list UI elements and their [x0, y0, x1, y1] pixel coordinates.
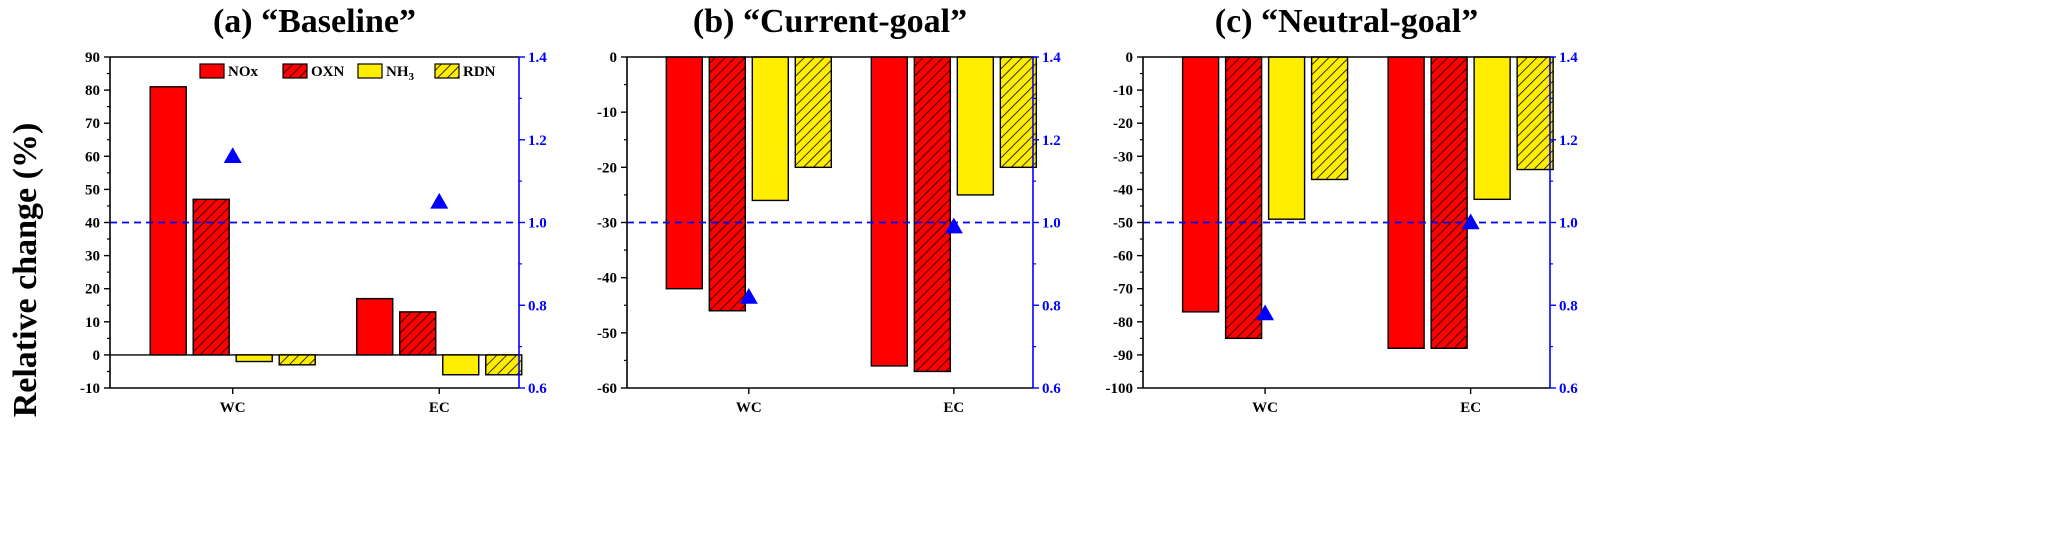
bar-oxn-ec: [1430, 56, 1468, 349]
panel-1: (b) “Current-goal” WC EC -60 -50 -40 -30 -20 -10…: [597, 3, 1061, 416]
y-tick-label: -40: [1113, 182, 1133, 198]
bar-rdn-ec: [485, 354, 523, 376]
legend-entry-oxn: OXN: [282, 63, 345, 80]
panels: (a) “Baseline”WC EC-100102030405060708090…: [80, 3, 1578, 416]
category-label: EC: [429, 400, 450, 416]
bar-oxn-ec: [913, 56, 952, 373]
bar-rdn-wc: [278, 354, 316, 366]
y-tick-label: -90: [1113, 348, 1133, 364]
category-label: WC: [1252, 400, 1278, 416]
bar-nh3-wc: [1267, 56, 1306, 220]
legend-entry-nh3: NH3: [357, 63, 415, 83]
y-tick-label: -50: [1113, 216, 1133, 232]
y-right-tick-label: 1.0: [528, 216, 547, 232]
y-tick-label: -70: [1113, 282, 1133, 298]
bar-nox-ec: [1387, 56, 1425, 349]
y-tick-label: 20: [85, 282, 100, 298]
bar-nox-wc: [149, 86, 187, 356]
ratio-marker: [1256, 304, 1275, 321]
bar-oxn-wc: [708, 56, 746, 312]
category-label: WC: [220, 400, 246, 416]
y-tick-label: 50: [85, 182, 100, 198]
bar-oxn-wc: [192, 198, 230, 356]
bar-rdn-wc: [1310, 56, 1349, 181]
y-tick-label: -40: [597, 271, 617, 287]
bar-nh3-ec: [442, 354, 480, 376]
y-tick-label: 30: [85, 249, 100, 265]
y-tick-label: 0: [93, 348, 101, 364]
bar-rdn-ec: [1516, 56, 1554, 171]
legend: NOx OXN NH3 RDN: [199, 63, 496, 83]
legend-label: OXN: [311, 64, 345, 80]
panel-title: (a) “Baseline”: [213, 3, 416, 40]
ratio-marker: [430, 192, 449, 209]
y-tick-label: 80: [85, 83, 100, 99]
y-right-tick-label: 0.8: [1559, 298, 1578, 314]
y-tick-label: 40: [85, 216, 100, 232]
y-tick-label: 0: [1126, 50, 1134, 66]
legend-entry-rdn: RDN: [434, 63, 496, 80]
y-tick-label: 10: [85, 315, 100, 331]
bar-rdn-wc: [794, 56, 832, 169]
panel-title: (c) “Neutral-goal”: [1215, 3, 1478, 40]
y-tick-label: -10: [1113, 83, 1133, 99]
y-right-tick-label: 1.0: [1559, 216, 1578, 232]
y-right-tick-label: 0.8: [528, 298, 547, 314]
legend-label: NH3: [386, 64, 415, 83]
bar-nox-wc: [1181, 56, 1220, 313]
y-tick-label: 0: [610, 50, 618, 66]
y-tick-label: -20: [597, 160, 617, 176]
bar-nh3-ec: [956, 56, 995, 196]
y-tick-label: -10: [597, 105, 617, 121]
y-axis-label: Relative change (%): [7, 123, 44, 418]
y-tick-label: -60: [1113, 249, 1133, 265]
legend-label: NOx: [228, 64, 259, 80]
panel-title: (b) “Current-goal”: [693, 3, 967, 40]
bar-nox-ec: [870, 56, 909, 367]
y-right-tick-label: 1.2: [1559, 133, 1578, 149]
y-right-tick-label: 1.4: [1559, 50, 1578, 66]
y-right-tick-label: 0.6: [1042, 381, 1061, 397]
ratio-marker: [944, 217, 963, 234]
y-tick-label: 70: [85, 116, 100, 132]
ratio-marker: [739, 287, 758, 304]
y-right-tick-label: 0.6: [528, 381, 547, 397]
ratio-marker: [223, 147, 242, 164]
y-tick-label: 60: [85, 149, 100, 165]
ratio-marker: [1461, 213, 1480, 230]
y-right-tick-label: 1.0: [1042, 216, 1061, 232]
legend-label-subscript: 3: [409, 71, 415, 83]
legend-label: RDN: [463, 64, 496, 80]
bar-nh3-wc: [751, 56, 789, 202]
category-label: EC: [943, 400, 964, 416]
y-tick-label: -20: [1113, 116, 1133, 132]
y-tick-label: -30: [597, 216, 617, 232]
bar-nox-wc: [665, 56, 703, 290]
bar-nox-ec: [356, 297, 394, 356]
y-right-tick-label: 1.2: [1042, 133, 1061, 149]
bar-nh3-wc: [235, 354, 273, 363]
y-tick-label: -100: [1106, 381, 1134, 397]
y-right-tick-label: 1.4: [1042, 50, 1061, 66]
legend-entry-nox: NOx: [199, 63, 259, 80]
category-label: WC: [736, 400, 762, 416]
panel-2: (c) “Neutral-goal”WC EC-100-90-80-70-60-5…: [1106, 3, 1579, 416]
y-tick-label: -60: [597, 381, 617, 397]
y-right-tick-label: 1.2: [528, 133, 547, 149]
panel-0: (a) “Baseline” WC EC -10 0 10 20 30 40 50 60 70 80 90…: [80, 3, 547, 416]
y-right-tick-label: 1.4: [528, 50, 547, 66]
category-label: EC: [1460, 400, 1481, 416]
bar-nh3-ec: [1473, 56, 1511, 201]
bar-rdn-ec: [999, 56, 1038, 169]
y-tick-label: -80: [1113, 315, 1133, 331]
y-tick-label: -10: [80, 381, 100, 397]
bar-oxn-wc: [1224, 56, 1263, 340]
y-tick-label: -30: [1113, 149, 1133, 165]
y-tick-label: -50: [597, 326, 617, 342]
y-tick-label: 90: [85, 50, 100, 66]
bar-oxn-ec: [399, 311, 437, 356]
y-right-tick-label: 0.8: [1042, 298, 1061, 314]
y-right-tick-label: 0.6: [1559, 381, 1578, 397]
